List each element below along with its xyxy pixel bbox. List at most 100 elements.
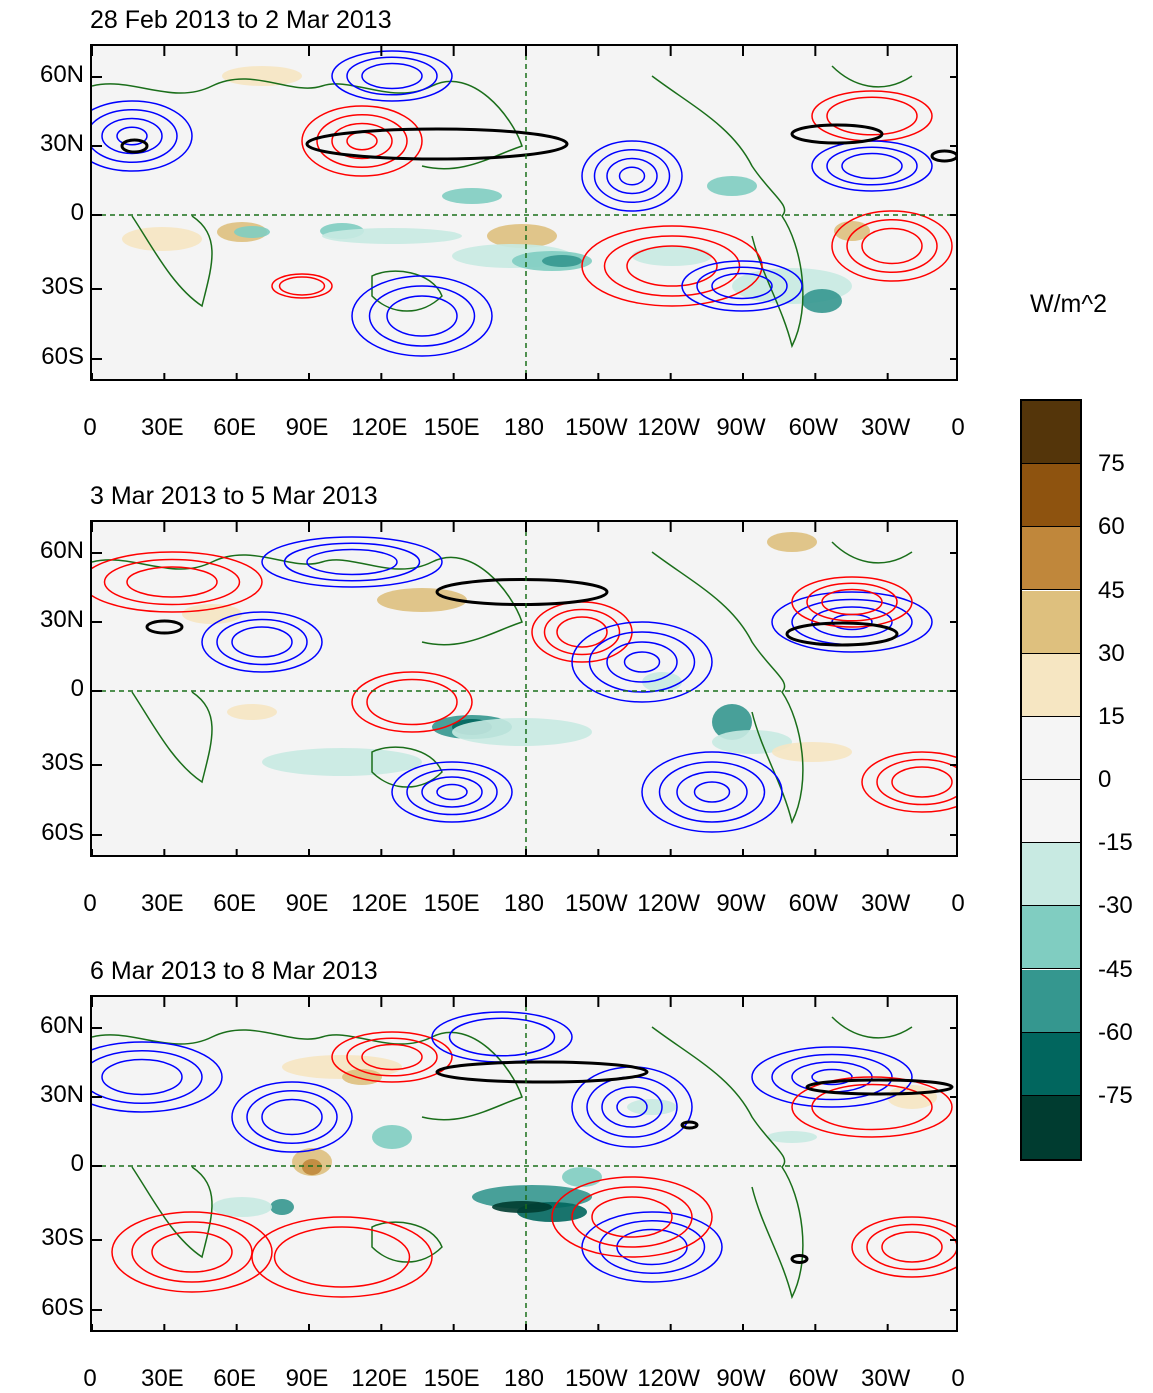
lon-tick-label: 0	[951, 414, 965, 441]
field-shading	[222, 66, 302, 86]
lat-tick-label: 60N	[39, 61, 84, 88]
lon-tick-label: 60W	[788, 1365, 839, 1392]
lon-tick-label: 120W	[637, 890, 701, 917]
lon-tick-label: 30E	[140, 414, 184, 441]
positive-contour	[571, 1186, 693, 1248]
map-svg	[92, 997, 956, 1330]
coastline	[131, 1166, 213, 1259]
negative-contour	[601, 1086, 663, 1128]
coastline	[131, 215, 213, 308]
colorbar	[1020, 399, 1082, 1161]
positive-contour	[346, 131, 378, 151]
positive-contour	[331, 122, 393, 160]
jet-core-contour	[435, 1060, 649, 1084]
lat-tick-label: 30S	[41, 749, 84, 776]
lon-tick-label: 0	[951, 1365, 965, 1392]
negative-contour	[771, 1053, 893, 1101]
positive-contour	[806, 582, 898, 622]
coastline	[92, 1029, 523, 1121]
negative-contour	[101, 1058, 183, 1096]
colorbar-units-label: W/m^2	[1030, 290, 1108, 318]
positive-contour	[531, 601, 633, 663]
lon-tick-label: 0	[83, 890, 97, 917]
negative-contour	[386, 295, 458, 337]
lon-tick-label: 0	[951, 890, 965, 917]
field-shading	[487, 224, 557, 248]
lat-tick-label: 0	[70, 1150, 84, 1177]
jet-core-contour	[435, 578, 609, 606]
lon-tick-label: 90W	[716, 414, 766, 441]
field-shading	[542, 255, 582, 267]
negative-contour	[92, 1041, 223, 1113]
negative-contour	[811, 606, 893, 638]
positive-contour	[111, 1211, 273, 1293]
field-shading	[887, 1085, 937, 1109]
field-shading	[452, 718, 592, 746]
negative-contour	[306, 548, 398, 576]
lat-tick-label: 30N	[39, 606, 84, 633]
positive-contour	[273, 1226, 411, 1288]
negative-contour	[693, 781, 731, 803]
lon-tick-label: 90E	[285, 1365, 329, 1392]
field-shading	[707, 176, 757, 196]
jet-core-contour	[930, 149, 956, 163]
negative-contour	[216, 618, 308, 666]
positive-contour	[251, 1216, 433, 1298]
positive-contour	[351, 671, 473, 733]
jet-core-contour	[305, 127, 569, 161]
positive-contour	[851, 1216, 956, 1278]
field-shading	[712, 730, 792, 754]
coastline	[831, 65, 913, 88]
colorbar-tick-label: -75	[1098, 1081, 1133, 1109]
colorbar-tick-label: -45	[1098, 955, 1133, 983]
negative-contour	[391, 761, 513, 823]
field-shading	[182, 604, 242, 624]
lat-tick-label: 60S	[41, 819, 84, 846]
coastline	[371, 270, 443, 312]
lon-tick-label: 0	[83, 414, 97, 441]
coastline	[651, 551, 804, 825]
colorbar-segment	[1022, 590, 1080, 654]
colorbar-tick-label: -30	[1098, 892, 1133, 920]
lat-tick-label: 0	[70, 199, 84, 226]
map-area	[90, 520, 958, 857]
negative-contour	[421, 776, 483, 808]
positive-contour	[591, 1196, 673, 1238]
lon-tick-label: 90E	[285, 890, 329, 917]
jet-core-contour	[790, 1254, 809, 1264]
positive-contour	[151, 1231, 233, 1273]
coastline	[651, 1026, 804, 1300]
lon-tick-label: 150W	[564, 1365, 628, 1392]
positive-contour	[881, 1231, 943, 1263]
coastline	[831, 1016, 913, 1039]
map-panel-2: 3 Mar 2013 to 5 Mar 2013 60N 30N 0 30S 60S 0 3…	[40, 482, 965, 917]
positive-contour	[346, 1037, 438, 1077]
positive-contour	[791, 1076, 953, 1138]
positive-contour	[861, 227, 923, 265]
positive-contour	[811, 90, 933, 142]
negative-contour	[116, 126, 148, 146]
negative-contour	[283, 542, 421, 582]
field-shading	[270, 1199, 294, 1215]
negative-contour	[616, 1096, 648, 1118]
positive-contour	[331, 1031, 453, 1083]
field-shading	[234, 226, 270, 238]
map-panel-3: 6 Mar 2013 to 8 Mar 2013 60N 30N 0 30S 60S 0 3…	[40, 957, 965, 1392]
colorbar-segment	[1022, 716, 1080, 780]
negative-contour	[101, 117, 163, 155]
lat-tick-label: 30S	[41, 273, 84, 300]
field-shading	[122, 227, 202, 251]
positive-contour	[603, 235, 741, 297]
negative-contour	[771, 591, 933, 653]
lat-tick-label: 30S	[41, 1224, 84, 1251]
negative-contour	[431, 1011, 573, 1063]
negative-contour	[331, 50, 453, 102]
negative-contour	[696, 266, 788, 306]
jet-core-contour	[120, 138, 149, 154]
negative-contour	[711, 272, 773, 300]
positive-contour	[301, 105, 423, 177]
panel-title: 3 Mar 2013 to 5 Mar 2013	[90, 482, 378, 510]
map-panel-1: 28 Feb 2013 to 2 Mar 2013 60N 30N 0 30S 60S 0…	[40, 6, 965, 441]
coastline	[371, 1221, 443, 1263]
lat-tick-label: 0	[70, 675, 84, 702]
